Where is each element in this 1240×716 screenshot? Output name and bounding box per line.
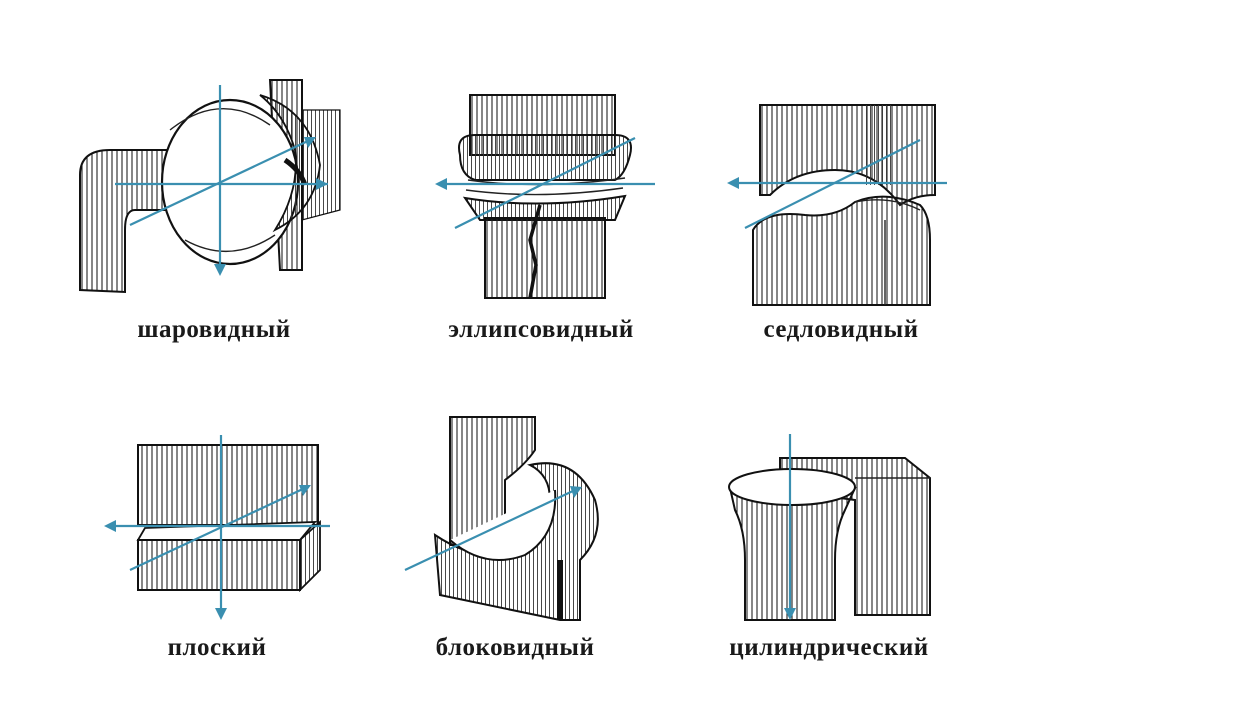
- saddle-joint-illustration: [727, 104, 947, 306]
- label-plane: плоский: [167, 634, 267, 661]
- label-spherical: шаровидный: [137, 316, 291, 343]
- label-ellipsoid: эллипсовидный: [448, 316, 634, 343]
- label-cylindrical: цилиндрический: [729, 634, 929, 661]
- label-saddle: седловидный: [763, 316, 919, 343]
- label-hinge: блоковидный: [435, 634, 595, 661]
- ellipsoid-joint-illustration: [435, 94, 655, 299]
- pivot-joint-illustration: [728, 434, 931, 621]
- plane-joint-illustration: [104, 435, 330, 620]
- ball-and-socket-joint-illustration: [79, 79, 341, 294]
- hinge-joint-illustration: [404, 416, 599, 621]
